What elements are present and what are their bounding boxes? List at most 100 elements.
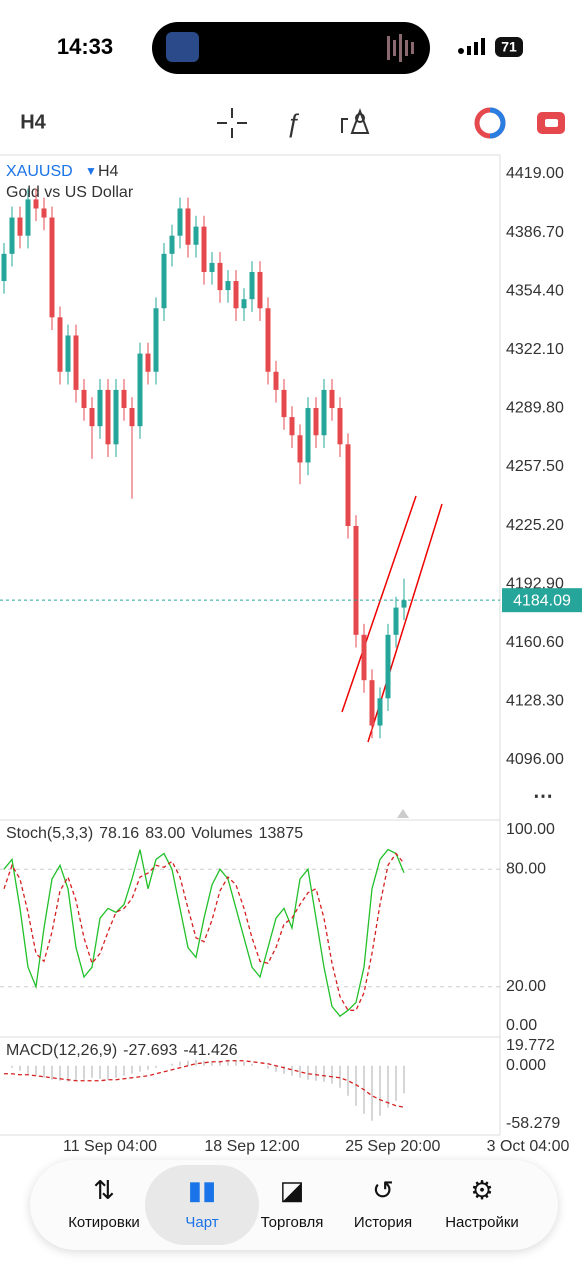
signal bbox=[458, 38, 485, 55]
candle-body bbox=[361, 634, 367, 681]
macd-bar bbox=[291, 1065, 293, 1076]
candle-body bbox=[201, 226, 207, 272]
macd-bar bbox=[139, 1065, 141, 1072]
nav-tab[interactable]: ⇅ Котировки bbox=[49, 1176, 159, 1231]
clock: 14:33 bbox=[57, 34, 113, 59]
indicators-button[interactable]: ƒ bbox=[286, 108, 300, 138]
candle-body bbox=[257, 271, 263, 309]
candle-body bbox=[321, 389, 327, 436]
stoch-line bbox=[3, 852, 405, 1011]
battery bbox=[495, 37, 523, 57]
macd-bar bbox=[203, 1060, 205, 1066]
objects-button[interactable] bbox=[341, 108, 370, 134]
macd-bar bbox=[91, 1065, 93, 1078]
candle-body bbox=[177, 208, 183, 236]
y-tick-label: 4128.30 bbox=[506, 693, 564, 710]
timeframe-button[interactable]: H4 bbox=[20, 111, 46, 133]
macd-bar bbox=[195, 1059, 197, 1066]
candle-body bbox=[57, 317, 63, 372]
candle-body bbox=[369, 680, 375, 726]
bottom-nav bbox=[30, 1160, 558, 1250]
x-tick-label: 18 Sep 12:00 bbox=[204, 1138, 299, 1155]
indicator-header: 83.00 bbox=[145, 825, 185, 842]
candle-body bbox=[73, 335, 79, 390]
candle-body bbox=[137, 353, 143, 427]
symbol-dropdown[interactable]: ▼ bbox=[85, 164, 97, 178]
candle-body bbox=[345, 444, 351, 526]
y-tick-label: 4386.70 bbox=[506, 224, 564, 241]
y-tick-label: -58.279 bbox=[506, 1115, 560, 1132]
macd-bar bbox=[35, 1065, 37, 1076]
macd-bar bbox=[339, 1065, 341, 1088]
x-tick-label: 25 Sep 20:00 bbox=[345, 1138, 440, 1155]
candle-body bbox=[169, 235, 175, 254]
candle-body bbox=[193, 226, 199, 245]
candle-body bbox=[353, 525, 359, 635]
nav-tab[interactable]: ↺ История bbox=[328, 1176, 438, 1231]
nav-icon: ⇅ bbox=[93, 1175, 115, 1205]
candle-body bbox=[161, 253, 167, 309]
signal-line bbox=[4, 1060, 405, 1108]
candle-body bbox=[49, 217, 55, 318]
battery-level: 71 bbox=[501, 39, 517, 55]
indicator-header: -27.693 bbox=[123, 1042, 177, 1059]
candle-body bbox=[273, 371, 279, 390]
macd-bar bbox=[347, 1065, 349, 1096]
stoch-line bbox=[3, 848, 405, 1018]
candle-body bbox=[1, 253, 7, 282]
macd-bar bbox=[51, 1065, 53, 1080]
candle-body bbox=[105, 389, 111, 445]
symbol[interactable]: XAUUSD bbox=[6, 163, 73, 180]
candle-body bbox=[249, 271, 255, 300]
nav-icon: ⚙ bbox=[470, 1175, 494, 1205]
macd-bar bbox=[387, 1065, 389, 1108]
candle-body bbox=[129, 408, 135, 427]
candle-body bbox=[145, 353, 151, 372]
nav-label: Настройки bbox=[445, 1214, 519, 1231]
macd-bar bbox=[323, 1065, 325, 1082]
candle-body bbox=[113, 389, 119, 445]
macd-bar bbox=[19, 1065, 21, 1071]
one-click-button[interactable] bbox=[474, 107, 506, 139]
indicator-header: Volumes bbox=[191, 825, 252, 842]
macd-bar bbox=[395, 1065, 397, 1101]
last-price-label: 4184.09 bbox=[513, 592, 571, 609]
nav-tab[interactable]: ⚙ Настройки bbox=[427, 1176, 537, 1231]
candle-body bbox=[41, 208, 47, 218]
last-price-box bbox=[502, 588, 582, 613]
chart-timeframe: H4 bbox=[98, 163, 119, 180]
crosshair-button[interactable] bbox=[217, 108, 247, 138]
candle-body bbox=[225, 281, 231, 291]
y-tick-label: 20.00 bbox=[506, 978, 546, 995]
candle-body bbox=[265, 308, 271, 372]
macd-bar bbox=[267, 1065, 269, 1069]
candle-body bbox=[97, 389, 103, 427]
candle-body bbox=[65, 335, 71, 372]
macd-bar bbox=[67, 1065, 69, 1082]
chart-frame bbox=[0, 154, 501, 1136]
panel-handle[interactable] bbox=[397, 809, 409, 818]
nav-label: Торговля bbox=[260, 1214, 324, 1231]
more-button[interactable]: ⋯ bbox=[533, 785, 553, 807]
candle-body bbox=[185, 208, 191, 245]
indicator-header: Stoch(5,3,3) bbox=[6, 825, 93, 842]
candle-body bbox=[17, 217, 23, 236]
macd-bar bbox=[275, 1065, 277, 1072]
candle-body bbox=[25, 199, 31, 236]
y-tick-label: 4322.10 bbox=[506, 341, 564, 358]
symbol-description: Gold vs US Dollar bbox=[6, 184, 134, 201]
macd-bar bbox=[107, 1065, 109, 1080]
y-tick-label: 4257.50 bbox=[506, 458, 564, 475]
macd-bar bbox=[379, 1065, 381, 1116]
nav-tab[interactable]: ▮▮ Чарт bbox=[147, 1176, 257, 1231]
macd-bar bbox=[211, 1061, 213, 1066]
indicator-header: 13875 bbox=[259, 825, 304, 842]
candle-body bbox=[337, 408, 343, 445]
indicator-header: MACD(12,26,9) bbox=[6, 1042, 117, 1059]
candle-body bbox=[393, 607, 399, 635]
nav-tab[interactable]: ◪ Торговля bbox=[237, 1176, 347, 1231]
candle-body bbox=[153, 308, 159, 372]
trade-button[interactable] bbox=[537, 112, 565, 134]
macd-bar bbox=[27, 1065, 29, 1074]
